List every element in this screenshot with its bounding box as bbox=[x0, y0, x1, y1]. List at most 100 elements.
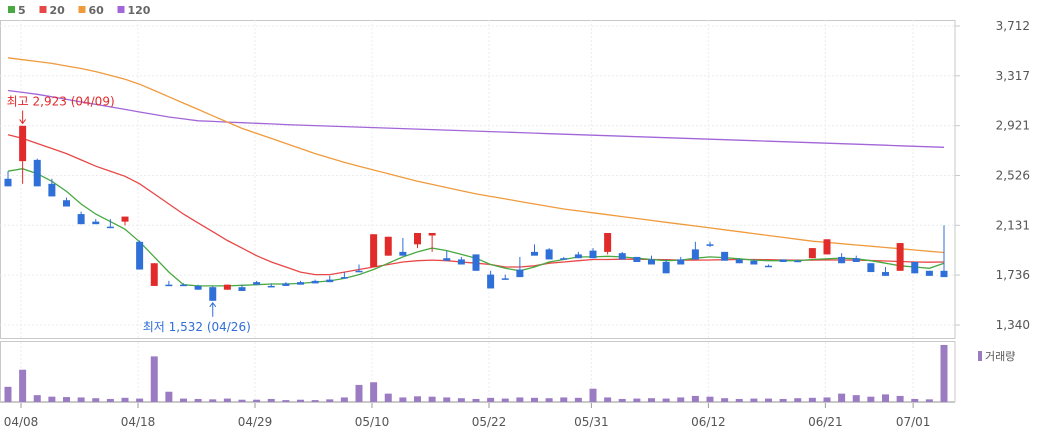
low-annotation-label: 최저 1,532 (04/26) bbox=[143, 320, 251, 334]
volume-bar bbox=[180, 398, 187, 402]
volume-bar bbox=[940, 345, 948, 402]
candle-body bbox=[925, 270, 933, 276]
volume-bar bbox=[443, 397, 451, 402]
volume-bar bbox=[48, 396, 56, 402]
candle-body bbox=[633, 256, 641, 262]
volume-bar bbox=[33, 395, 41, 402]
candle-body bbox=[150, 263, 158, 286]
candle-body bbox=[326, 279, 334, 283]
candle-body bbox=[648, 259, 655, 265]
volume-bar bbox=[150, 356, 158, 402]
candle-body bbox=[560, 258, 568, 260]
candle-body bbox=[735, 259, 743, 264]
volume-bar bbox=[531, 397, 538, 402]
volume-bar bbox=[501, 398, 509, 402]
volume-bar bbox=[765, 398, 772, 402]
candle-body bbox=[574, 254, 582, 259]
volume-bar bbox=[209, 399, 217, 402]
volume-bar bbox=[63, 397, 70, 402]
candle-body bbox=[340, 277, 348, 279]
volume-bar bbox=[487, 397, 495, 402]
volume-bar bbox=[882, 394, 889, 402]
candle-body bbox=[63, 200, 70, 207]
x-tick-label: 04/29 bbox=[238, 415, 273, 429]
candle-body bbox=[180, 284, 187, 287]
candle-body bbox=[4, 178, 12, 187]
candle-body bbox=[882, 272, 889, 276]
volume-bar bbox=[779, 398, 787, 402]
candle-body bbox=[355, 270, 363, 273]
legend-label: 120 bbox=[128, 4, 151, 17]
candle-body bbox=[589, 250, 597, 259]
volume-bar bbox=[399, 397, 407, 402]
candle-body bbox=[282, 283, 290, 286]
volume-bar bbox=[355, 384, 363, 402]
volume-bar bbox=[282, 400, 290, 402]
volume-bar bbox=[267, 398, 275, 402]
volume-bar bbox=[77, 397, 85, 402]
candle-body bbox=[370, 234, 378, 268]
candle-body bbox=[136, 241, 144, 270]
price-panel-border bbox=[0, 20, 956, 339]
high-arrowhead bbox=[19, 119, 27, 125]
volume-panel-border bbox=[0, 341, 956, 402]
volume-bar bbox=[867, 396, 875, 402]
candle-body bbox=[867, 263, 875, 273]
x-tick-label: 05/31 bbox=[574, 415, 609, 429]
volume-bar bbox=[414, 396, 421, 402]
volume-bar bbox=[808, 397, 816, 402]
candle-body bbox=[677, 259, 685, 265]
volume-bar bbox=[194, 398, 202, 402]
volume-bar bbox=[925, 399, 933, 402]
volume-bar bbox=[4, 386, 12, 402]
candle-body bbox=[545, 249, 553, 260]
volume-bar bbox=[19, 369, 27, 402]
volume-bar bbox=[121, 397, 129, 402]
legend-label: 5 bbox=[18, 4, 26, 17]
candle-body bbox=[443, 258, 451, 261]
volume-bar bbox=[297, 399, 304, 402]
volume-bar bbox=[457, 398, 465, 402]
volume-bar bbox=[106, 398, 114, 402]
candle-body bbox=[691, 249, 699, 260]
candle-body bbox=[516, 269, 524, 278]
volume-bar bbox=[136, 398, 144, 402]
volume-bar bbox=[516, 397, 524, 402]
candle-body bbox=[940, 270, 948, 278]
x-tick-label: 04/18 bbox=[121, 415, 156, 429]
candle-body bbox=[77, 214, 85, 225]
legend-label: 60 bbox=[89, 4, 105, 17]
candle-body bbox=[165, 284, 173, 287]
candle-body bbox=[209, 287, 217, 301]
volume-bar bbox=[428, 396, 436, 402]
low-arrowhead bbox=[209, 301, 217, 308]
candle-body bbox=[823, 239, 831, 255]
volume-bar bbox=[750, 398, 758, 402]
volume-bar bbox=[648, 398, 655, 402]
volume-bar bbox=[911, 398, 919, 402]
volume-bar bbox=[238, 399, 246, 402]
volume-bar bbox=[253, 399, 261, 402]
volume-bar bbox=[721, 398, 729, 402]
high-annotation-label: 최고 2,923 (04/09) bbox=[7, 94, 115, 108]
ma20-line bbox=[7, 134, 945, 276]
volume-bar bbox=[326, 399, 334, 402]
candle-body bbox=[92, 221, 100, 225]
legend-swatch bbox=[8, 6, 15, 13]
candle-body bbox=[794, 260, 802, 263]
candle-body bbox=[750, 260, 758, 265]
candle-body bbox=[808, 248, 816, 259]
volume-bar bbox=[589, 388, 597, 402]
candle-body bbox=[428, 232, 436, 236]
y-tick-label: 2,131 bbox=[996, 218, 1030, 232]
candle-body bbox=[297, 282, 304, 285]
volume-legend-label: 거래량 bbox=[985, 350, 1015, 363]
candle-body bbox=[501, 278, 509, 280]
volume-bar bbox=[311, 400, 319, 402]
volume-bar bbox=[472, 398, 480, 402]
candle-body bbox=[721, 251, 729, 261]
candle-body bbox=[838, 256, 846, 264]
candle-body bbox=[399, 251, 407, 256]
candle-body bbox=[472, 254, 480, 271]
